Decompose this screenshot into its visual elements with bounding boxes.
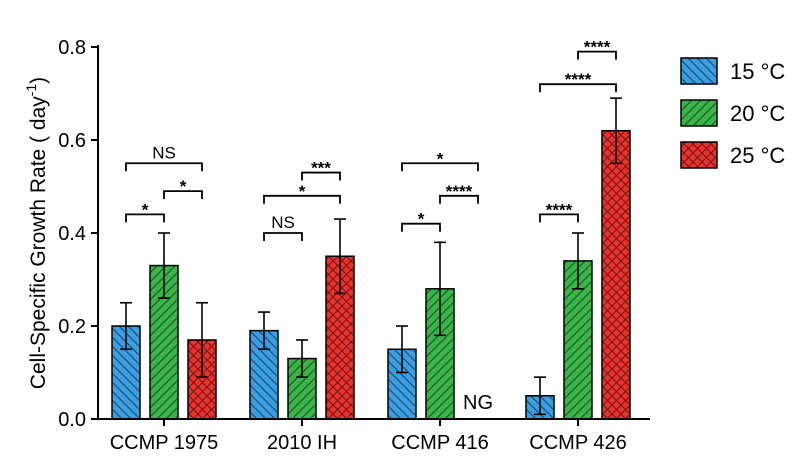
y-tick-label: 0.4: [58, 223, 86, 245]
significance-bracket: [263, 194, 341, 204]
x-tick-label: 2010 IH: [267, 432, 337, 454]
legend-swatch: [680, 99, 718, 127]
significance-bracket: [539, 213, 579, 223]
significance-label: *: [437, 149, 444, 168]
x-tick-label: CCMP 1975: [110, 432, 219, 454]
y-axis: 0.0 0.2 0.4 0.6 0.8: [58, 37, 99, 431]
y-tick-label: 0.2: [58, 316, 86, 338]
significance-label: *: [299, 182, 306, 201]
significance-label: ****: [584, 38, 611, 57]
legend-label: 20 °C: [730, 101, 785, 126]
y-axis-title-close: ): [27, 77, 50, 84]
significance-bracket: [539, 83, 617, 93]
significance-bracket: [125, 162, 203, 172]
y-tick-label: 0.6: [58, 130, 86, 152]
significance-label: NS: [152, 143, 176, 162]
significance-bracket: [163, 190, 203, 200]
significance-bracket: [577, 50, 617, 60]
x-axis: CCMP 1975 2010 IH CCMP 416 CCMP 426: [98, 418, 650, 454]
y-tick-label: 0.8: [58, 37, 86, 59]
significance-label: *: [180, 177, 187, 196]
significance-label: ****: [546, 200, 573, 219]
significance-bracket: [263, 232, 303, 241]
x-tick-label: CCMP 416: [391, 432, 488, 454]
legend: 15 °C 20 °C 25 °C: [680, 57, 785, 169]
bars: NG: [111, 97, 631, 420]
significance-bracket: [125, 213, 165, 223]
legend-swatch: [680, 57, 718, 85]
legend-label: 25 °C: [730, 143, 785, 168]
significance-label: ****: [565, 70, 592, 89]
y-axis-title-main: Cell-Specific Growth Rate ( day: [27, 96, 50, 389]
x-tick-label: CCMP 426: [529, 432, 626, 454]
significance-label: *: [142, 200, 149, 219]
significance-label: ***: [311, 159, 331, 178]
significance-label: ****: [446, 182, 473, 201]
y-axis-title-superscript: -1: [23, 84, 39, 97]
bar: [601, 129, 631, 420]
no-growth-label: NG: [463, 392, 493, 414]
significance-bracket: [401, 162, 479, 172]
legend-label: 15 °C: [730, 59, 785, 84]
y-axis-title: Cell-Specific Growth Rate ( day-1): [23, 77, 50, 389]
significance-bracket: [301, 171, 341, 181]
legend-swatch: [680, 141, 718, 169]
y-tick-label: 0.0: [58, 409, 86, 431]
significance-label: *: [418, 210, 425, 229]
significance-bracket: [401, 222, 441, 232]
significance-bracket: [439, 194, 479, 204]
significance-label: NS: [271, 213, 295, 232]
